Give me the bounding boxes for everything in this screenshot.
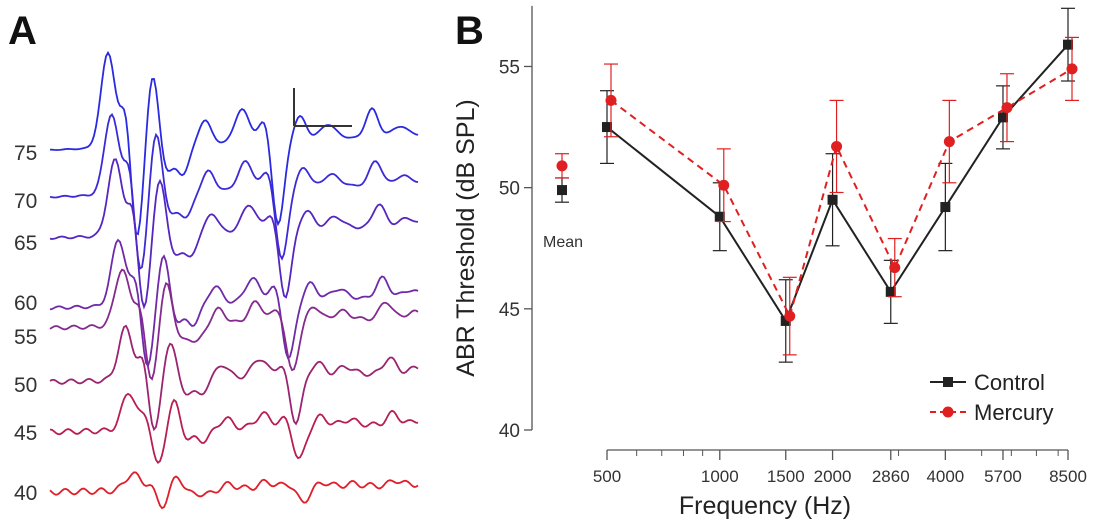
trace-level-label: 45: [14, 422, 37, 445]
abr-waveforms: 75 70 65 60 55 50 45 40: [14, 50, 419, 510]
y-tick-label: 40: [499, 421, 520, 442]
trace-level-label: 75: [14, 142, 37, 165]
abr-trace-60db: [49, 238, 419, 368]
abr-trace-75db: [49, 50, 419, 236]
mercury-point: [1001, 102, 1013, 114]
x-tick-label: 1500: [767, 467, 805, 486]
legend: Control Mercury: [930, 370, 1053, 425]
trace-level-label: 60: [14, 292, 37, 315]
control-point: [940, 202, 951, 213]
mercury-point: [784, 310, 796, 322]
control-point: [602, 122, 612, 133]
mercury-point: [831, 140, 843, 152]
abr-trace-45db: [49, 392, 419, 464]
y-tick-label: 50: [499, 179, 520, 200]
control-point: [780, 315, 791, 326]
control-point: [827, 194, 838, 205]
x-tick-label: 500: [593, 467, 621, 486]
mercury-line: [610, 68, 1073, 319]
x-tick-label: 8500: [1049, 467, 1087, 486]
x-tick-label: 5700: [984, 467, 1022, 486]
control-point: [885, 286, 896, 297]
scale-bar: [293, 88, 352, 127]
trace-level-label: 50: [14, 374, 37, 397]
control-line: [606, 43, 1069, 324]
trace-level-label: 55: [14, 326, 37, 349]
mercury-point: [889, 262, 901, 274]
mercury-point: [1066, 63, 1078, 75]
trace-level-label: 65: [14, 232, 37, 255]
x-tick-label: 4000: [926, 467, 964, 486]
mean-label: Mean: [543, 234, 583, 251]
trace-level-label: 40: [14, 482, 37, 505]
abr-trace-40db: [49, 471, 419, 510]
mercury-point: [943, 136, 955, 148]
y-axis-label: ABR Threshold (dB SPL): [452, 99, 480, 376]
legend-label: Mercury: [974, 400, 1053, 425]
abr-trace-70db: [49, 112, 419, 271]
y-tick-label: 55: [499, 57, 520, 78]
abr-trace-65db: [49, 158, 419, 310]
mercury-mean-point: [556, 160, 568, 172]
panel-b-label: B: [455, 9, 484, 53]
abr-trace-50db: [49, 324, 419, 432]
mercury-point: [718, 179, 730, 191]
x-tick-label: 2860: [872, 467, 910, 486]
mercury-point: [605, 94, 617, 106]
panel-a-label: A: [8, 9, 37, 53]
control-mean-point: [557, 185, 567, 196]
control-point: [714, 211, 725, 222]
abr-trace-55db: [49, 268, 419, 381]
legend-marker: [942, 406, 954, 418]
x-axis-label: Frequency (Hz): [679, 492, 851, 520]
control-point: [997, 112, 1008, 123]
y-tick-label: 45: [499, 300, 520, 321]
trace-level-label: 70: [14, 190, 37, 213]
legend-label: Control: [974, 370, 1045, 395]
legend-marker: [943, 377, 953, 387]
x-tick-label: 2000: [814, 467, 852, 486]
threshold-plot: 40 45 50 55 500 1000 1500 2000 2860 4000 5700 8500 M…: [499, 5, 1087, 486]
control-point: [1063, 39, 1073, 50]
x-tick-label: 1000: [701, 467, 739, 486]
